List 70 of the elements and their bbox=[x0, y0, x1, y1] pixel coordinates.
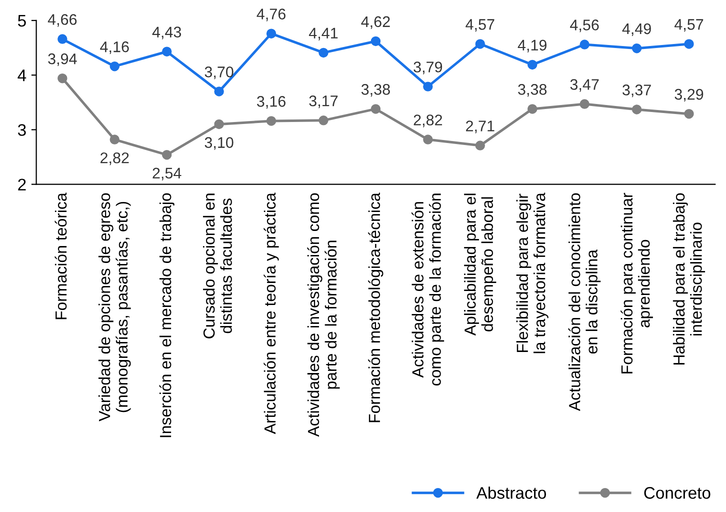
legend-label: Concreto bbox=[644, 487, 710, 499]
point bbox=[475, 140, 485, 150]
point bbox=[632, 104, 642, 114]
point bbox=[266, 116, 276, 126]
point bbox=[58, 74, 68, 84]
point bbox=[266, 28, 276, 38]
data-label: 4,57 bbox=[466, 19, 494, 32]
data-label: 2,71 bbox=[466, 120, 494, 134]
data-label: 3,79 bbox=[414, 62, 442, 74]
data-label: 4,66 bbox=[48, 14, 77, 27]
data-label: 4,76 bbox=[256, 8, 286, 22]
x-tick-label: Flexibilidad para elegir la trayectoria formativa bbox=[516, 192, 548, 354]
point bbox=[370, 36, 381, 46]
y-tick-label: 2 bbox=[18, 178, 26, 190]
point bbox=[684, 39, 694, 49]
point bbox=[580, 40, 590, 50]
data-label: 2,82 bbox=[414, 114, 442, 128]
data-label: 3,16 bbox=[256, 96, 286, 109]
data-label: 4,43 bbox=[152, 26, 182, 40]
data-label: 3,38 bbox=[518, 84, 547, 97]
point bbox=[580, 99, 590, 109]
data-label: 3,70 bbox=[204, 66, 234, 80]
x-tick-label: Actividades de investigación como parte de la formación bbox=[307, 193, 340, 437]
point bbox=[110, 61, 120, 72]
point bbox=[423, 82, 433, 92]
data-label: 4,57 bbox=[674, 19, 704, 32]
x-tick-label: Articulación entre teoría y práctica bbox=[264, 192, 279, 434]
point bbox=[632, 43, 642, 54]
point bbox=[162, 46, 172, 56]
point bbox=[318, 116, 328, 126]
x-tick-label: Formación para continuar aprendiendo bbox=[620, 192, 653, 374]
data-label: 4,56 bbox=[570, 20, 599, 32]
x-tick-label: Inserción en el mercado de trabajo bbox=[159, 193, 174, 438]
data-label: 3,47 bbox=[570, 79, 599, 92]
point bbox=[318, 48, 328, 58]
x-tick-label: Actividades de extensión como parte de la formación bbox=[412, 194, 444, 386]
x-tick-label: Formación teórica bbox=[54, 192, 67, 320]
legend-label: Abstracto bbox=[476, 486, 546, 499]
point bbox=[370, 104, 381, 114]
data-label: 4,19 bbox=[518, 40, 546, 52]
data-label: 2,54 bbox=[152, 168, 182, 180]
point bbox=[527, 60, 538, 70]
data-label: 4,62 bbox=[361, 16, 390, 29]
point bbox=[423, 134, 433, 144]
data-label: 3,94 bbox=[48, 53, 77, 66]
x-tick-label: Aplicabilidad para el desempeño laboral bbox=[464, 194, 496, 336]
data-label: 2,82 bbox=[100, 152, 129, 166]
y-tick-label: 5 bbox=[18, 15, 26, 27]
point bbox=[214, 86, 224, 96]
data-label: 4,49 bbox=[622, 23, 651, 36]
x-tick-label: Actualización del conocimiento en la disciplina bbox=[568, 193, 601, 412]
x-tick-label: Cursado opcional en distintas facultades bbox=[203, 194, 232, 338]
point bbox=[527, 104, 538, 114]
data-label: 3,37 bbox=[622, 84, 651, 98]
y-tick-label: 4 bbox=[18, 70, 26, 82]
data-label: 4,41 bbox=[308, 28, 338, 40]
x-tick-label: Variedad de opciones de egreso (monografías, pasantías, etc,) bbox=[98, 193, 131, 422]
point bbox=[110, 134, 120, 144]
point bbox=[475, 39, 485, 49]
data-label: 3,29 bbox=[674, 88, 704, 102]
data-label: 3,38 bbox=[361, 84, 390, 97]
point bbox=[214, 119, 224, 130]
point bbox=[162, 150, 172, 160]
data-label: 3,10 bbox=[204, 137, 234, 150]
point bbox=[58, 34, 68, 44]
x-tick-label: Formación metodológica-técnica bbox=[368, 192, 384, 422]
data-label: 4,16 bbox=[100, 41, 129, 54]
point bbox=[684, 109, 694, 119]
y-tick-label: 3 bbox=[18, 124, 26, 136]
data-label: 3,17 bbox=[309, 95, 338, 108]
